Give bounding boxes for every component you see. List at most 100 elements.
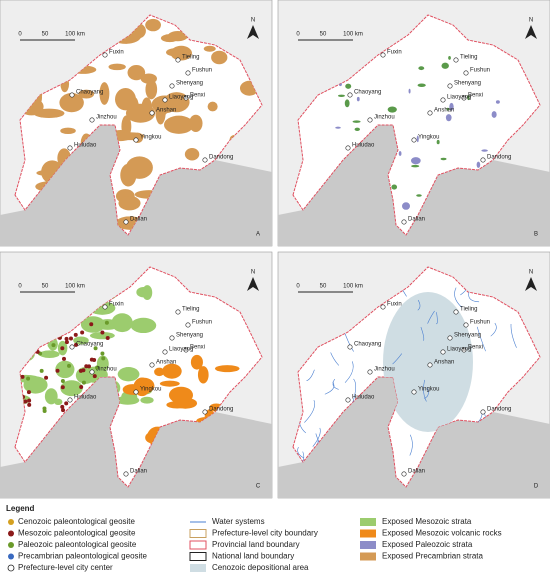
scale-label: 100 km (343, 32, 363, 38)
scale-label: 0 (18, 284, 22, 290)
city-label: Anshan (156, 360, 176, 366)
city-label: Yingkou (140, 135, 161, 141)
city-label: Fuxin (387, 302, 402, 308)
geosite (61, 408, 66, 413)
city-label: Fushun (192, 320, 212, 326)
city-center (463, 322, 469, 328)
paleozoic-patch (352, 120, 361, 123)
city-label: Fushun (470, 68, 490, 74)
city-label: Fuxin (109, 302, 124, 308)
river (297, 447, 305, 459)
geosite (93, 346, 98, 351)
geosite (101, 356, 106, 361)
legend-symbol (360, 529, 376, 538)
city-label: Yingkou (418, 135, 439, 141)
volcanic-patch (190, 354, 203, 370)
geosite (61, 356, 66, 361)
paleozoic-patch (448, 55, 451, 60)
city-label: Dalian (130, 469, 147, 475)
geosite (89, 322, 94, 327)
city-center (67, 397, 73, 403)
scale-label: 100 km (65, 284, 85, 290)
city-label: Chaoyang (354, 90, 381, 96)
geosite (92, 357, 97, 362)
city-center (367, 369, 373, 375)
legend-label: Prefecture-level city center (18, 563, 113, 572)
legend-symbol (360, 552, 376, 561)
city-center (149, 110, 155, 116)
paleozoic-patch (481, 149, 488, 152)
north-label: N (251, 270, 255, 276)
cenozoic-area (383, 292, 473, 432)
city-center (185, 322, 191, 328)
city-label: Jinzhou (374, 367, 395, 373)
volcanic-patch (159, 380, 180, 387)
panel-letter: C (256, 484, 261, 490)
paleozoic-patch (491, 111, 497, 118)
city-label: Tieling (460, 55, 477, 61)
city-center (67, 145, 73, 151)
paleozoic-patch (398, 151, 402, 156)
paleozoic-patch (446, 107, 450, 111)
precambrian-patch (189, 114, 203, 132)
geosite (81, 380, 86, 385)
city-label: Anshan (434, 360, 454, 366)
geosite (68, 336, 73, 341)
geosite (64, 336, 69, 341)
city-label: Huludao (74, 143, 97, 149)
geosite (44, 375, 49, 380)
city-center (447, 335, 453, 341)
city-center (123, 471, 129, 477)
mesozoic-patch (23, 376, 48, 394)
paleozoic-patch (335, 126, 341, 129)
city-label: Fuxin (387, 50, 402, 56)
paleozoic-patch (345, 83, 352, 89)
legend-symbol (8, 553, 14, 560)
city-label: Chaoyang (354, 342, 381, 348)
precambrian-patch (127, 65, 146, 81)
legend-symbol (189, 540, 207, 550)
legend-label: Water systems (212, 517, 265, 526)
legend-label: Provincial land boundary (212, 540, 300, 549)
panel-letter: A (256, 232, 260, 238)
geosite (67, 363, 72, 368)
city-label: Shenyang (454, 81, 481, 87)
geosite (74, 342, 79, 347)
precambrian-patch (207, 101, 218, 112)
legend-symbol (189, 552, 207, 561)
legend-label: Mesozoic paleontological geosite (18, 529, 136, 538)
city-center (463, 70, 469, 76)
river (312, 427, 321, 447)
city-label: Chaoyang (76, 342, 103, 348)
city-center (162, 349, 168, 355)
city-label: Benxi (468, 93, 483, 99)
geosite (100, 330, 105, 335)
city-center (175, 309, 181, 315)
city-center (401, 471, 407, 477)
geosite (26, 390, 31, 395)
sea (278, 125, 550, 246)
city-center (427, 110, 433, 116)
city-label: Jinzhou (96, 367, 117, 373)
city-label: Benxi (190, 93, 205, 99)
city-center (440, 97, 446, 103)
city-center (183, 95, 189, 101)
city-center (347, 92, 353, 98)
river (423, 379, 427, 402)
legend-symbol (190, 564, 206, 572)
sea (0, 377, 272, 498)
city-label: Anshan (156, 108, 176, 114)
north-label: N (529, 18, 533, 24)
legend-symbol (360, 518, 376, 526)
precambrian-patch (164, 115, 194, 134)
city-label: Chaoyang (76, 90, 103, 96)
precambrian-patch (140, 73, 157, 84)
city-label: Jinzhou (374, 115, 395, 121)
legend-symbol (189, 529, 207, 538)
legend-label: Cenozoic depositional area (212, 563, 309, 572)
sea (278, 377, 550, 498)
city-label: Tieling (182, 307, 199, 313)
precambrian-patch (145, 79, 158, 100)
city-label: Tieling (182, 55, 199, 61)
paleozoic-patch (354, 127, 360, 132)
